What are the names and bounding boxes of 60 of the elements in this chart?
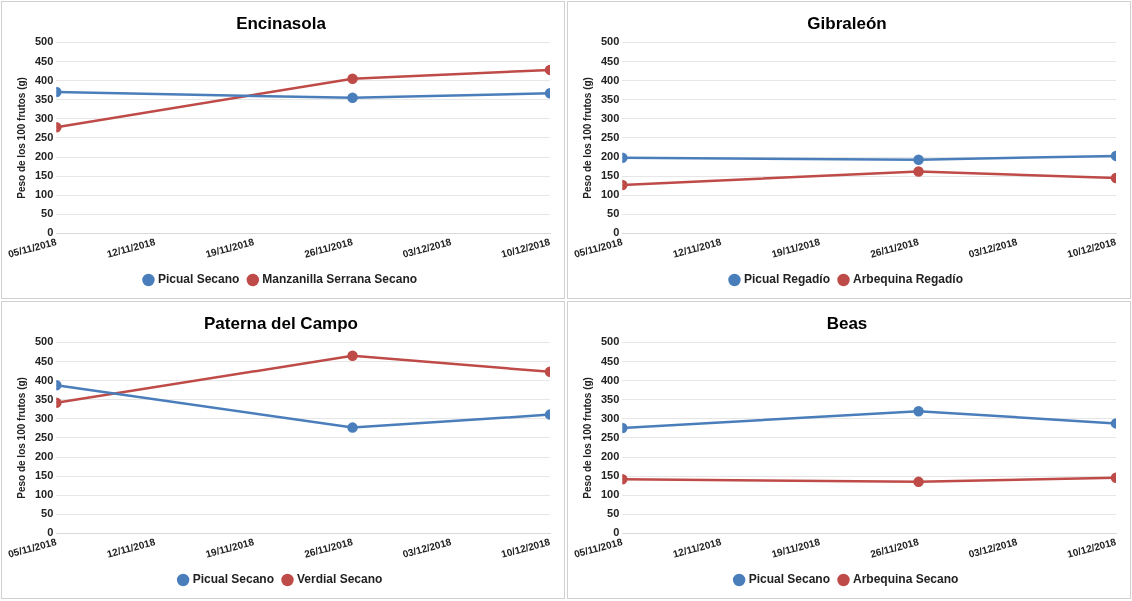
y-tick-label: 400 <box>34 73 54 86</box>
y-axis-title: Peso de los 100 frutos (g) <box>581 77 593 199</box>
legend-label: Picual Secano <box>157 272 240 287</box>
y-tick-label: 200 <box>600 450 620 463</box>
legend-label: Verdial Secano <box>297 572 383 587</box>
y-tick-label: 400 <box>600 373 620 386</box>
y-tick-label: 250 <box>34 430 54 443</box>
y-tick-label: 350 <box>600 92 620 105</box>
y-tick-label: 400 <box>600 73 620 86</box>
y-tick-label: 0 <box>47 226 54 239</box>
y-tick-label: 500 <box>34 335 54 348</box>
y-tick-label: 500 <box>34 35 54 48</box>
y-tick-label: 300 <box>600 411 620 424</box>
y-tick-label: 350 <box>34 392 54 405</box>
y-tick-label: 450 <box>34 354 54 367</box>
y-tick-label: 50 <box>607 507 620 520</box>
legend-label: Picual Secano <box>192 572 274 587</box>
chart-title: Encinasola <box>236 13 327 33</box>
y-tick-label: 100 <box>34 188 54 201</box>
y-tick-label: 150 <box>600 469 620 482</box>
y-tick-label: 200 <box>34 450 54 463</box>
y-tick-label: 350 <box>600 392 620 405</box>
y-tick-label: 300 <box>34 411 54 424</box>
y-tick-label: 0 <box>613 526 620 539</box>
y-tick-label: 300 <box>34 111 54 124</box>
y-tick-label: 150 <box>600 169 620 182</box>
y-tick-label: 450 <box>34 54 54 67</box>
y-tick-label: 100 <box>600 188 620 201</box>
y-tick-label: 200 <box>34 150 54 163</box>
y-tick-label: 50 <box>41 507 54 520</box>
y-tick-label: 250 <box>34 130 54 143</box>
y-tick-label: 200 <box>600 150 620 163</box>
y-tick-label: 450 <box>600 54 620 67</box>
chart-title: Gibraleón <box>807 13 887 33</box>
y-tick-label: 50 <box>41 207 54 220</box>
legend-label: Arbequina Secano <box>853 572 959 587</box>
y-tick-label: 250 <box>600 130 620 143</box>
chart-title: Paterna del Campo <box>204 313 358 333</box>
y-tick-label: 100 <box>600 488 620 501</box>
y-tick-label: 500 <box>600 335 620 348</box>
y-tick-label: 400 <box>34 373 54 386</box>
y-tick-label: 150 <box>34 169 54 182</box>
y-tick-label: 100 <box>34 488 54 501</box>
legend-label: Arbequina Regadío <box>853 272 964 287</box>
y-tick-label: 300 <box>600 111 620 124</box>
y-tick-label: 0 <box>613 226 620 239</box>
chart-title: Beas <box>826 313 868 333</box>
y-tick-label: 150 <box>34 469 54 482</box>
legend-label: Manzanilla Serrana Secano <box>262 272 418 287</box>
y-axis-title: Peso de los 100 frutos (g) <box>15 77 27 199</box>
y-axis-title: Peso de los 100 frutos (g) <box>581 377 593 499</box>
y-tick-label: 450 <box>600 354 620 367</box>
legend-label: Picual Regadío <box>743 272 831 287</box>
y-tick-label: 500 <box>600 35 620 48</box>
legend-label: Picual Secano <box>748 572 831 587</box>
y-axis-title: Peso de los 100 frutos (g) <box>15 377 27 499</box>
y-tick-label: 350 <box>34 92 54 105</box>
y-tick-label: 250 <box>600 430 620 443</box>
y-tick-label: 50 <box>607 207 620 220</box>
y-tick-label: 0 <box>47 526 54 539</box>
